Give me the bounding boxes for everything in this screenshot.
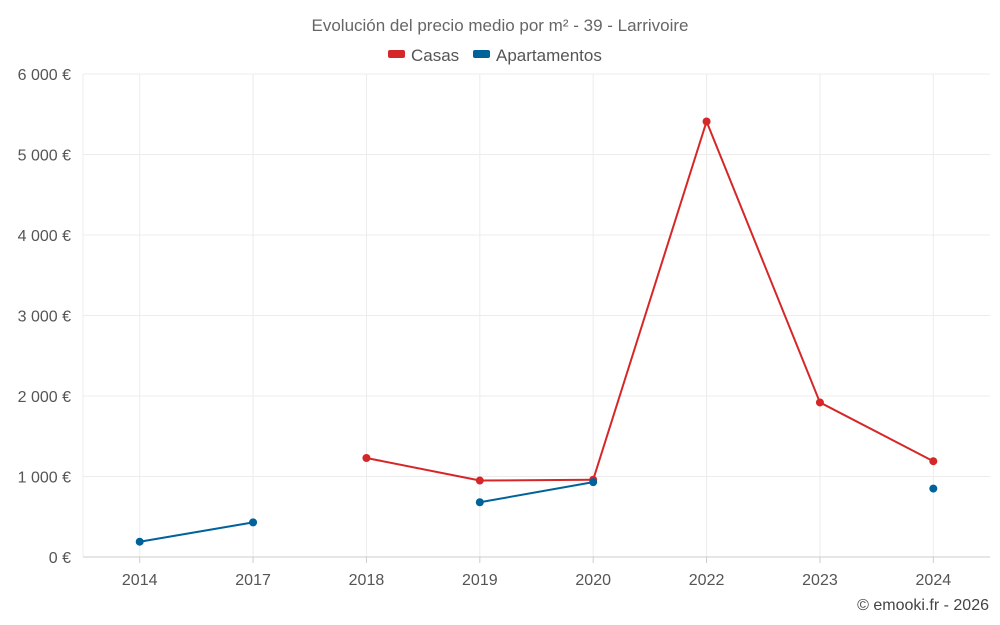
chart-title: Evolución del precio medio por m² - 39 -…	[312, 16, 689, 35]
series-segment-apartamentos	[138, 521, 255, 543]
y-tick-label: 1 000 €	[18, 470, 71, 487]
data-point-apartamentos-2019[interactable]	[475, 498, 484, 507]
series-casas	[362, 117, 938, 485]
series-segment-casas	[592, 120, 708, 481]
y-tick-label: 0 €	[49, 550, 71, 567]
data-point-apartamentos-2024[interactable]	[929, 484, 938, 493]
x-tick-label: 2014	[122, 572, 158, 589]
x-tick-label: 2020	[575, 572, 611, 589]
data-point-casas-2018[interactable]	[362, 453, 371, 462]
y-tick-label: 2 000 €	[18, 389, 71, 406]
series-segment-casas	[818, 401, 935, 463]
data-point-casas-2023[interactable]	[815, 398, 824, 407]
axes: 0 € 1 000 € 2 000 € 3 000 € 4 000 € 5 000 € 6 …	[18, 67, 990, 589]
series-segment-apartamentos	[478, 481, 595, 504]
data-point-casas-2022[interactable]	[702, 117, 711, 126]
data-point-apartamentos-2020[interactable]	[589, 478, 598, 487]
x-tick-label: 2023	[802, 572, 838, 589]
y-tick-label: 5 000 €	[18, 148, 71, 165]
series-apartamentos	[135, 478, 938, 546]
credit-text: © emooki.fr - 2026	[857, 597, 989, 614]
legend-label-casas: Casas	[411, 46, 459, 65]
legend-item-casas[interactable]: Casas	[388, 46, 459, 65]
legend-swatch-casas	[388, 50, 405, 58]
x-tick-label: 2022	[689, 572, 725, 589]
legend: Casas Apartamentos	[388, 46, 602, 65]
data-point-casas-2024[interactable]	[929, 457, 938, 466]
x-tick-label: 2017	[235, 572, 271, 589]
legend-swatch-apartamentos	[473, 50, 490, 58]
y-tick-label: 6 000 €	[18, 67, 71, 84]
x-tick-label: 2019	[462, 572, 498, 589]
legend-label-apartamentos: Apartamentos	[496, 46, 602, 65]
legend-item-apartamentos[interactable]: Apartamentos	[473, 46, 602, 65]
data-point-apartamentos-2017[interactable]	[249, 518, 258, 527]
x-tick-label: 2024	[916, 572, 952, 589]
series	[135, 117, 938, 546]
data-point-apartamentos-2014[interactable]	[135, 537, 144, 546]
series-segment-casas	[478, 478, 595, 482]
x-tick-label: 2018	[349, 572, 385, 589]
series-segment-casas	[705, 120, 821, 404]
series-segment-casas	[365, 456, 481, 482]
data-point-casas-2019[interactable]	[475, 476, 484, 485]
y-tick-label: 3 000 €	[18, 309, 71, 326]
y-tick-label: 4 000 €	[18, 228, 71, 245]
grid	[83, 73, 990, 557]
